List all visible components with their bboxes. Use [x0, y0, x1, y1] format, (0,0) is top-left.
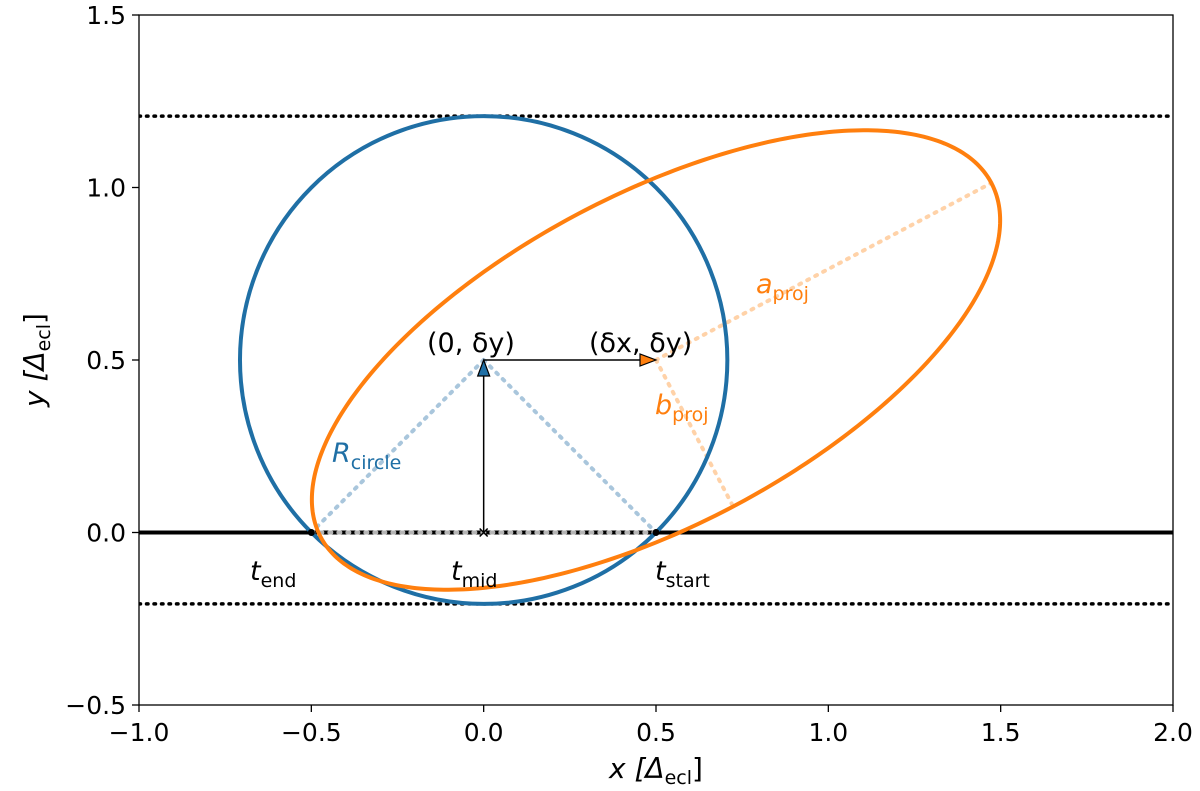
b-proj-axis-line	[654, 358, 736, 509]
x-axis-label-close: ]	[692, 752, 703, 785]
t-mid-marker	[479, 527, 489, 538]
t-start-label: tstart	[655, 556, 710, 592]
y-axis-label-close: ]	[18, 313, 51, 324]
y-tick-label-2: 0.5	[86, 346, 126, 375]
point-markers	[307, 353, 660, 538]
t-start-marker	[652, 529, 660, 536]
circle-center-label: (0, δy)	[427, 328, 515, 359]
r-circle-main: R	[332, 438, 351, 469]
a-proj-sub: proj	[773, 283, 809, 305]
projected-orbit-ellipse	[309, 128, 1003, 592]
circle-layer	[237, 114, 730, 606]
y-tick-label-3: 1.0	[86, 174, 126, 203]
x-tick-label-2: 0.0	[464, 718, 504, 747]
x-tick-label-3: 0.5	[636, 718, 676, 747]
a-proj-label: aproj	[756, 269, 809, 305]
r-circle-sub: circle	[351, 452, 402, 474]
x-axis-label: x [Δecl]	[608, 752, 703, 789]
t-start-sub: start	[666, 570, 710, 592]
y-tick-label-0: −0.5	[65, 691, 126, 720]
x-tick-label-1: −0.5	[281, 718, 342, 747]
y-axis-label-sub: ecl	[33, 324, 55, 351]
t-mid-label: tmid	[451, 556, 497, 592]
y-axis-label-main: y [Δ	[18, 351, 51, 408]
plot-area	[139, 114, 1173, 606]
b-proj-sub: proj	[672, 404, 708, 426]
b-proj-label: bproj	[655, 390, 709, 426]
projected-circle	[237, 114, 730, 606]
x-tick-label-6: 2.0	[1153, 718, 1193, 747]
x-axis-label-main: x [Δ	[608, 752, 665, 785]
t-start-main: t	[655, 556, 667, 587]
y-axis-label: y [Δecl]	[18, 313, 55, 408]
delta-y-arrow-head	[476, 358, 491, 377]
delta-x-arrow-head	[639, 353, 658, 367]
x-tick-label-4: 1.0	[808, 718, 848, 747]
b-proj-main: b	[655, 390, 672, 421]
t-mid-main: t	[451, 556, 463, 587]
t-end-main: t	[250, 556, 262, 587]
axis-ticks: −1.0 −0.5 0.0 0.5 1.0 1.5 2.0−0.50.00.51.01.5	[65, 1, 1193, 747]
t-end-marker	[307, 529, 315, 536]
t-end-sub: end	[261, 570, 297, 592]
r-circle-label: Rcircle	[332, 438, 401, 474]
a-proj-main: a	[756, 269, 773, 300]
y-tick-label-1: 0.0	[86, 519, 126, 548]
x-tick-label-5: 1.5	[981, 718, 1021, 747]
ellipse-center-label: (δx, δy)	[589, 328, 692, 359]
ellipse-layer	[309, 128, 1003, 592]
radius-line-right	[481, 358, 658, 535]
x-tick-label-0: −1.0	[109, 718, 170, 747]
a-proj-axis-line	[654, 181, 994, 362]
t-end-label: tend	[250, 556, 296, 592]
t-mid-sub: mid	[462, 570, 498, 592]
y-tick-label-4: 1.5	[86, 1, 126, 30]
x-axis-label-sub: ecl	[665, 767, 692, 789]
